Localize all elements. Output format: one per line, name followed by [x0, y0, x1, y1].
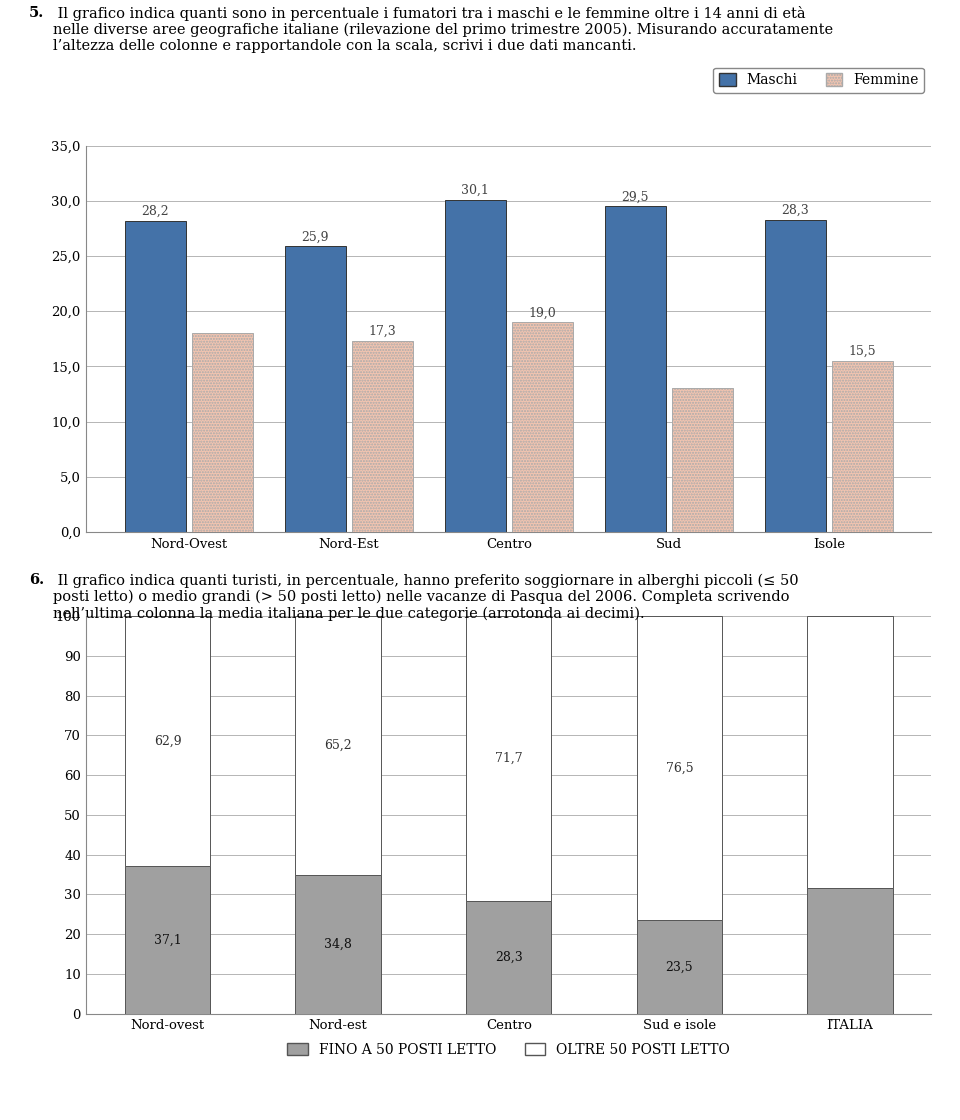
Bar	[296, 616, 381, 875]
Bar	[807, 888, 893, 1014]
Bar	[125, 221, 185, 532]
Text: Il grafico indica quanti turisti, in percentuale, hanno preferito soggiornare in: Il grafico indica quanti turisti, in per…	[53, 573, 799, 622]
Bar	[444, 199, 506, 532]
Text: 6.: 6.	[29, 573, 44, 588]
Text: 30,1: 30,1	[461, 184, 490, 197]
Bar	[807, 616, 893, 888]
Bar	[636, 921, 722, 1014]
Text: Il grafico indica quanti sono in percentuale i fumatori tra i maschi e le femmin: Il grafico indica quanti sono in percent…	[53, 6, 833, 54]
Bar	[467, 902, 551, 1014]
Text: 76,5: 76,5	[665, 762, 693, 775]
Bar	[192, 334, 252, 532]
Text: 19,0: 19,0	[529, 307, 556, 319]
Text: 15,5: 15,5	[849, 345, 876, 358]
Bar	[765, 220, 826, 532]
Legend: Maschi, Femmine: Maschi, Femmine	[713, 67, 924, 93]
Bar	[125, 616, 210, 866]
Text: 28,3: 28,3	[781, 204, 809, 217]
Bar	[352, 340, 413, 532]
Bar	[672, 389, 732, 532]
Bar	[512, 323, 573, 532]
Text: 37,1: 37,1	[154, 933, 181, 946]
Bar	[125, 866, 210, 1014]
Bar	[832, 361, 893, 532]
Text: 5.: 5.	[29, 6, 44, 19]
Text: 34,8: 34,8	[324, 937, 352, 951]
Text: 71,7: 71,7	[495, 752, 522, 765]
Text: 28,2: 28,2	[141, 205, 169, 218]
Text: 23,5: 23,5	[665, 960, 693, 973]
Legend: FINO A 50 POSTI LETTO, OLTRE 50 POSTI LETTO: FINO A 50 POSTI LETTO, OLTRE 50 POSTI LE…	[282, 1037, 735, 1062]
Text: 29,5: 29,5	[621, 190, 649, 204]
Text: 65,2: 65,2	[324, 739, 352, 753]
Bar	[296, 875, 381, 1014]
Text: 62,9: 62,9	[154, 735, 181, 747]
Bar	[285, 246, 346, 532]
Text: 17,3: 17,3	[369, 325, 396, 338]
Bar	[605, 206, 665, 532]
Text: 25,9: 25,9	[301, 231, 329, 243]
Bar	[636, 616, 722, 921]
Bar	[467, 616, 551, 902]
Text: 28,3: 28,3	[495, 951, 522, 964]
